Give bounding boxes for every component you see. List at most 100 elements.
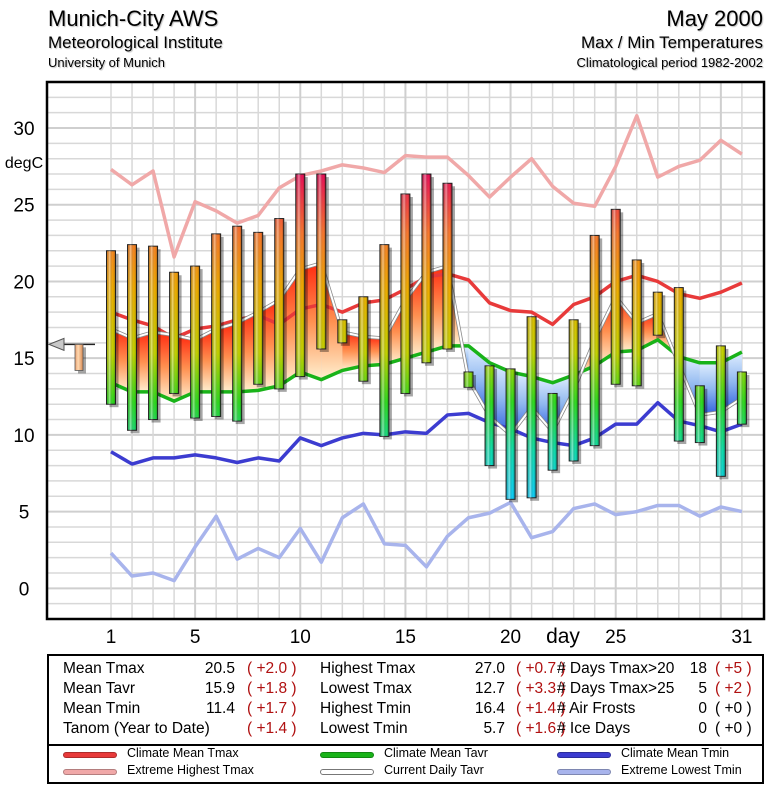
bar-shine	[442, 183, 452, 349]
bar-shine	[590, 235, 600, 446]
bar-shine	[548, 393, 558, 471]
warm-anomaly-fill	[615, 296, 637, 353]
day-bar	[379, 244, 392, 440]
bar-shine	[169, 272, 179, 394]
stat-value: 20.5	[204, 660, 235, 677]
x-tick-label: 15	[395, 627, 416, 648]
y-tick-label: 0	[19, 579, 30, 600]
y-tick-label: 25	[13, 196, 34, 217]
legend-swatch	[63, 752, 117, 758]
warm-anomaly-fill	[279, 269, 301, 386]
statistics-panel: Mean Tmax 20.5 ( +2.0 ) Mean Tavr 15.9 ( +1.8…	[47, 654, 764, 784]
legend-swatch	[320, 752, 374, 758]
stat-anomaly: ( +1.6 )	[516, 720, 566, 737]
bar-shine	[464, 371, 474, 388]
day-bar	[169, 271, 182, 397]
day-bar	[358, 296, 371, 385]
bar-shine	[295, 174, 305, 377]
stat-label: Mean Tmin	[63, 700, 141, 717]
stat-anomaly: ( +1.7 )	[247, 700, 297, 717]
bar-shine	[421, 174, 431, 363]
stat-label: # Days Tmax>25	[557, 680, 675, 697]
day-bar	[736, 371, 750, 428]
bar-shine	[527, 316, 537, 498]
day-bar	[526, 316, 540, 501]
bar-shine	[653, 292, 663, 336]
bar-shine	[506, 368, 516, 500]
chart-legend: Climate Mean Tmax Extreme Highest Tmax Cli…	[49, 744, 762, 784]
stat-anomaly: ( +2 )	[715, 680, 752, 697]
x-tick-label: 10	[290, 627, 311, 648]
x-axis-ticks: 1 5 10 15 20 25 31	[106, 627, 753, 648]
bar-shine	[695, 385, 705, 443]
y-tick-label: 30	[13, 119, 34, 140]
stat-anomaly: ( +1.4 )	[247, 720, 297, 737]
bar-shine	[611, 209, 621, 385]
legend-label: Climate Mean Tmax	[127, 746, 239, 760]
legend-label: Extreme Lowest Tmin	[621, 763, 742, 777]
warm-anomaly-fill	[321, 263, 343, 380]
bar-shine	[337, 319, 347, 343]
x-tick-label: 20	[500, 627, 521, 648]
x-tick-label: 25	[605, 627, 626, 648]
bar-shine	[716, 345, 726, 477]
day-bar	[148, 245, 161, 423]
cool-anomaly-fill	[531, 376, 553, 432]
bar-shine	[274, 218, 284, 389]
warm-anomaly-fill	[300, 263, 322, 380]
day-bar	[421, 173, 434, 366]
y-tick-label: 5	[19, 503, 30, 524]
warm-anomaly-fill	[153, 332, 175, 402]
stat-label: Mean Tmax	[63, 660, 145, 677]
day-bar	[442, 182, 455, 352]
day-bar	[106, 250, 119, 408]
station-title: Munich-City AWS	[48, 6, 219, 31]
day-bar	[568, 319, 582, 464]
bar-shine	[400, 194, 410, 394]
stat-value: 11.4	[205, 700, 235, 717]
day-bar	[190, 265, 203, 422]
day-bar	[295, 173, 308, 380]
bar-shine	[379, 244, 389, 437]
chart-title: Max / Min Temperatures	[580, 33, 763, 52]
bar-shine	[737, 371, 747, 425]
stat-value: 5.7	[483, 720, 505, 737]
climate-mean-tmin-line	[110, 400, 743, 466]
stat-anomaly: ( +0 )	[715, 720, 752, 737]
stat-value: 0	[698, 700, 707, 717]
stat-value: 16.4	[474, 700, 505, 717]
cool-anomaly-fill	[510, 371, 532, 435]
mean-tavr-marker-bar	[74, 343, 84, 371]
stat-label: Highest Tmax	[320, 660, 416, 677]
legend-swatch	[557, 769, 611, 775]
bar-shine	[232, 226, 242, 422]
warm-anomaly-fill	[111, 329, 133, 392]
day-bar	[127, 244, 140, 434]
stat-anomaly: ( +5 )	[715, 660, 752, 677]
stat-value: 15.9	[204, 680, 235, 697]
stat-label: Lowest Tmin	[320, 720, 408, 737]
bar-shine	[127, 244, 137, 431]
y-tick-label: 20	[13, 272, 34, 293]
stat-value: 0	[698, 720, 707, 737]
legend-label: Extreme Highest Tmax	[127, 763, 254, 777]
warm-anomaly-fill	[426, 266, 448, 353]
stat-value: 27.0	[474, 660, 505, 677]
day-bar	[253, 231, 266, 388]
stat-anomaly: ( +0 )	[715, 700, 752, 717]
month-title: May 2000	[666, 6, 763, 31]
cool-anomaly-fill	[720, 352, 742, 412]
day-bar	[211, 233, 224, 420]
warm-anomaly-fill	[216, 322, 238, 392]
bar-shine	[485, 365, 495, 466]
cool-anomaly-fill	[489, 362, 511, 435]
legend-swatch	[320, 769, 374, 775]
day-bar	[316, 173, 329, 352]
stat-value: 5	[698, 680, 707, 697]
legend-label: Climate Mean Tmin	[621, 746, 730, 760]
warm-anomaly-fill	[342, 332, 364, 371]
legend-label: Current Daily Tavr	[384, 763, 484, 777]
stat-label: # Ice Days	[557, 720, 631, 737]
stat-anomaly: ( +1.4 )	[516, 700, 566, 717]
